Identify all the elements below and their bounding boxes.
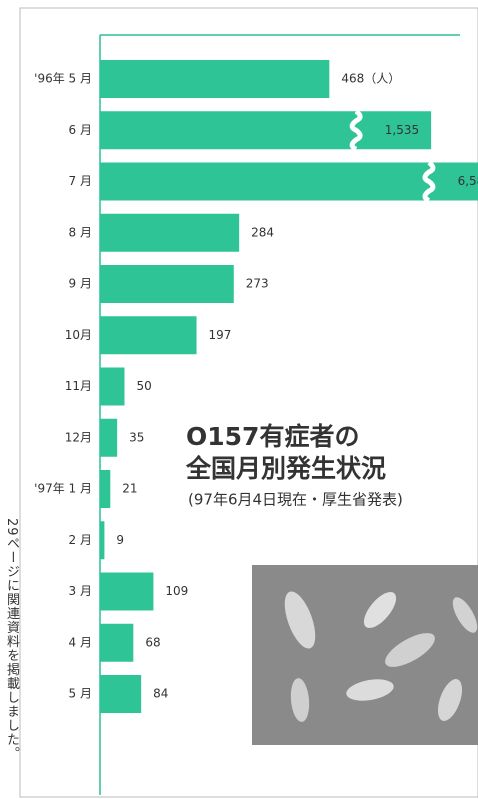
photo	[252, 565, 478, 745]
value-label: 35	[129, 430, 144, 444]
chart-title: O157有症者の	[186, 422, 359, 451]
y-tick-label: 4 月	[69, 635, 92, 649]
chart-subtitle: (97年6月4日現在・厚生省発表)	[188, 491, 403, 509]
value-label: 273	[246, 277, 269, 291]
bar	[100, 368, 125, 406]
value-label: 21	[122, 482, 137, 496]
bar	[100, 265, 234, 303]
y-tick-label: 9 月	[69, 277, 92, 291]
bar	[100, 163, 478, 201]
value-label: 284	[251, 225, 274, 239]
chart: O157有症者の 全国月別発生状況 (97年6月4日現在・厚生省発表) '96年…	[0, 0, 478, 799]
page: O157有症者の 全国月別発生状況 (97年6月4日現在・厚生省発表) '96年…	[0, 0, 478, 799]
value-label: 109	[165, 584, 188, 598]
value-label: 468（人）	[341, 72, 400, 86]
value-label: 68	[145, 635, 160, 649]
value-label: 9	[116, 533, 124, 547]
bar	[100, 316, 197, 354]
bar	[100, 573, 153, 611]
y-tick-label: 6 月	[69, 123, 92, 137]
value-label: 50	[137, 379, 152, 393]
y-tick-label: 5 月	[69, 687, 92, 701]
bar	[100, 624, 133, 662]
value-label: 1,535	[385, 123, 419, 137]
y-tick-label: 7 月	[69, 174, 92, 188]
bar	[100, 521, 104, 559]
side-note: 29ページに関連資料を掲載しました。	[2, 518, 21, 761]
bar	[100, 675, 141, 713]
y-tick-label: 2 月	[69, 533, 92, 547]
chart-title-line2: 全国月別発生状況	[185, 454, 386, 483]
y-tick-label: '96年 5 月	[34, 72, 92, 86]
y-tick-label: '97年 1 月	[34, 482, 92, 496]
bar	[100, 60, 329, 98]
bar	[100, 419, 117, 457]
value-label: 6,589	[458, 174, 478, 188]
y-tick-label: 12月	[65, 430, 92, 444]
y-tick-label: 10月	[65, 328, 92, 342]
value-label: 84	[153, 687, 168, 701]
y-tick-label: 11月	[65, 379, 92, 393]
value-label: 197	[209, 328, 232, 342]
y-tick-label: 8 月	[69, 225, 92, 239]
y-tick-label: 3 月	[69, 584, 92, 598]
bar	[100, 470, 110, 508]
bar	[100, 111, 431, 149]
bar	[100, 214, 239, 252]
